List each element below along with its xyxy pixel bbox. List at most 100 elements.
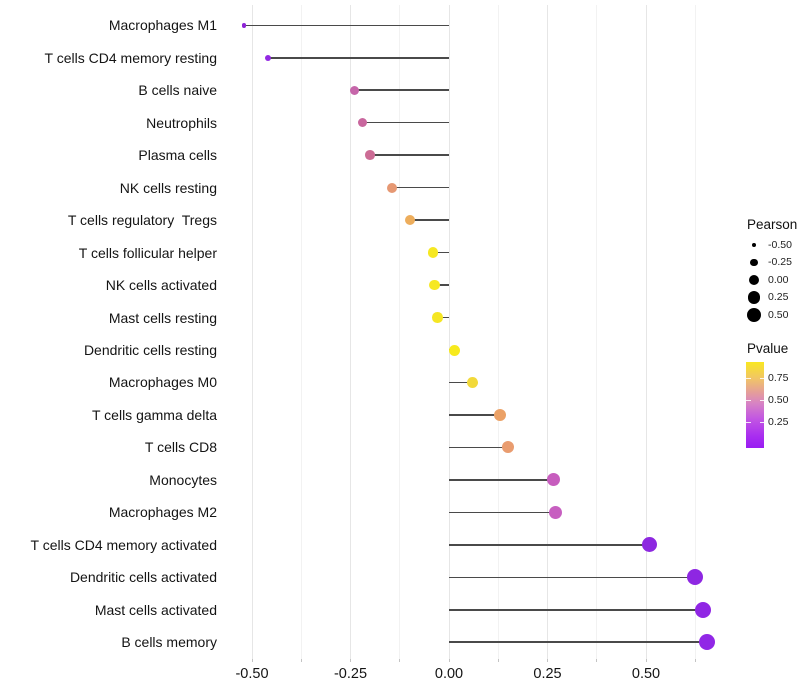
lollipop-stem — [437, 316, 449, 319]
lollipop-dot — [264, 54, 271, 62]
lollipop-stem — [449, 609, 704, 611]
pearson-legend-label: -0.50 — [768, 238, 792, 251]
lollipop-dot — [494, 408, 507, 421]
y-axis-label: Dendritic cells activated — [69, 569, 217, 586]
lollipop-stem — [449, 641, 708, 643]
y-axis-label: Neutrophils — [146, 114, 217, 131]
gridline-minor — [300, 5, 302, 659]
pvalue-colorbar-tick — [759, 399, 764, 402]
y-axis-label: T cells CD8 — [144, 439, 217, 456]
y-axis-label: Monocytes — [149, 471, 217, 488]
x-axis-tick-mark — [350, 659, 351, 662]
pearson-legend-dot — [747, 291, 761, 304]
pvalue-colorbar-tick — [746, 422, 751, 424]
y-axis-label: T cells follicular helper — [78, 244, 217, 261]
pvalue-colorbar-tick — [746, 377, 751, 379]
pearson-legend-dot — [752, 243, 756, 247]
x-axis-tick-mark — [399, 659, 401, 662]
x-axis-tick-mark — [596, 659, 598, 662]
pearson-legend-label: 0.00 — [768, 273, 789, 286]
lollipop-stem — [362, 121, 449, 124]
lollipop-dot — [502, 441, 515, 454]
lollipop-stem — [409, 219, 449, 221]
lollipop-dot — [429, 279, 440, 291]
lollipop-stem — [433, 251, 449, 254]
gridline-minor — [399, 5, 401, 659]
y-axis-label: Mast cells resting — [108, 309, 217, 326]
y-axis-label: NK cells activated — [105, 277, 217, 294]
pearson-legend-label: 0.50 — [768, 308, 789, 321]
lollipop-dot — [695, 601, 712, 618]
x-axis-tick-label: 0.25 — [533, 666, 562, 682]
pearson-legend-dot — [750, 258, 758, 267]
pearson-legend-label: -0.25 — [768, 256, 792, 268]
x-axis-tick-mark — [251, 659, 253, 662]
y-axis-label: T cells CD4 memory resting — [44, 49, 217, 66]
pvalue-colorbar-tick — [759, 377, 764, 379]
pearson-legend-title: Pearson — [747, 217, 798, 232]
lollipop-dot — [241, 23, 247, 28]
lollipop-dot — [548, 505, 562, 519]
y-axis-label: Mast cells activated — [94, 601, 217, 618]
y-axis-label: T cells regulatory Tregs — [67, 212, 217, 229]
lollipop-stem — [449, 446, 509, 449]
x-axis-tick-mark — [547, 659, 548, 662]
gridline-minor — [596, 5, 598, 659]
x-axis-tick-mark — [448, 659, 450, 662]
lollipop-dot — [642, 537, 658, 553]
lollipop-dot — [432, 312, 443, 323]
lollipop-dot — [386, 182, 397, 193]
lollipop-stem — [449, 381, 473, 384]
gridline-minor — [497, 5, 499, 659]
lollipop-dot — [698, 633, 716, 651]
lollipop-dot — [427, 247, 439, 258]
y-axis-label: Plasma cells — [138, 147, 217, 164]
pearson-legend-dot — [746, 307, 762, 323]
y-axis-label: NK cells resting — [119, 179, 217, 196]
y-axis-label: Macrophages M0 — [108, 374, 217, 391]
x-axis-tick-mark — [694, 659, 696, 662]
gridline-major — [448, 5, 450, 659]
y-axis-label: Dendritic cells resting — [83, 342, 217, 358]
lollipop-stem — [370, 154, 449, 156]
y-axis-label: Macrophages M1 — [108, 17, 217, 34]
gridline-major — [251, 5, 253, 659]
x-axis-tick-mark — [645, 659, 647, 662]
y-axis-label: Macrophages M2 — [108, 504, 217, 521]
pvalue-colorbar-tick — [759, 422, 764, 424]
y-axis-label: B cells naive — [138, 82, 217, 99]
pvalue-legend-label: 0.75 — [768, 371, 789, 384]
lollipop-stem — [244, 24, 449, 27]
lollipop-stem — [267, 57, 449, 59]
lollipop-stem — [449, 414, 501, 416]
y-axis-label: T cells CD4 memory activated — [30, 536, 217, 553]
pvalue-legend-title: Pvalue — [747, 341, 789, 356]
x-axis-tick-mark — [497, 659, 499, 662]
pearson-legend-dot — [749, 275, 759, 285]
lollipop-dot — [467, 376, 479, 388]
lollipop-stem — [354, 89, 449, 91]
pvalue-colorbar-tick — [746, 399, 751, 402]
lollipop-dot — [349, 85, 359, 95]
pvalue-legend-label: 0.25 — [768, 416, 789, 429]
lollipop-dot — [357, 118, 367, 128]
gridline-major — [547, 5, 548, 659]
gridline-minor — [694, 5, 696, 659]
gridline-major — [350, 5, 351, 659]
gridline-major — [645, 5, 647, 659]
lollipop-stem — [449, 479, 554, 481]
lollipop-stem — [449, 576, 696, 579]
lollipop-stem — [391, 186, 449, 189]
pearson-legend-label: 0.25 — [768, 291, 789, 303]
lollipop-stem — [449, 511, 556, 514]
y-axis-label: B cells memory — [121, 634, 217, 651]
lollipop-dot — [365, 150, 375, 160]
x-axis-tick-mark — [300, 659, 302, 662]
lollipop-stem — [449, 544, 650, 546]
pvalue-colorbar — [746, 362, 764, 448]
lollipop-dot — [546, 473, 560, 487]
lollipop-stem — [434, 284, 449, 286]
x-axis-tick-label: -0.50 — [235, 666, 269, 682]
y-axis-label: T cells gamma delta — [91, 406, 217, 423]
